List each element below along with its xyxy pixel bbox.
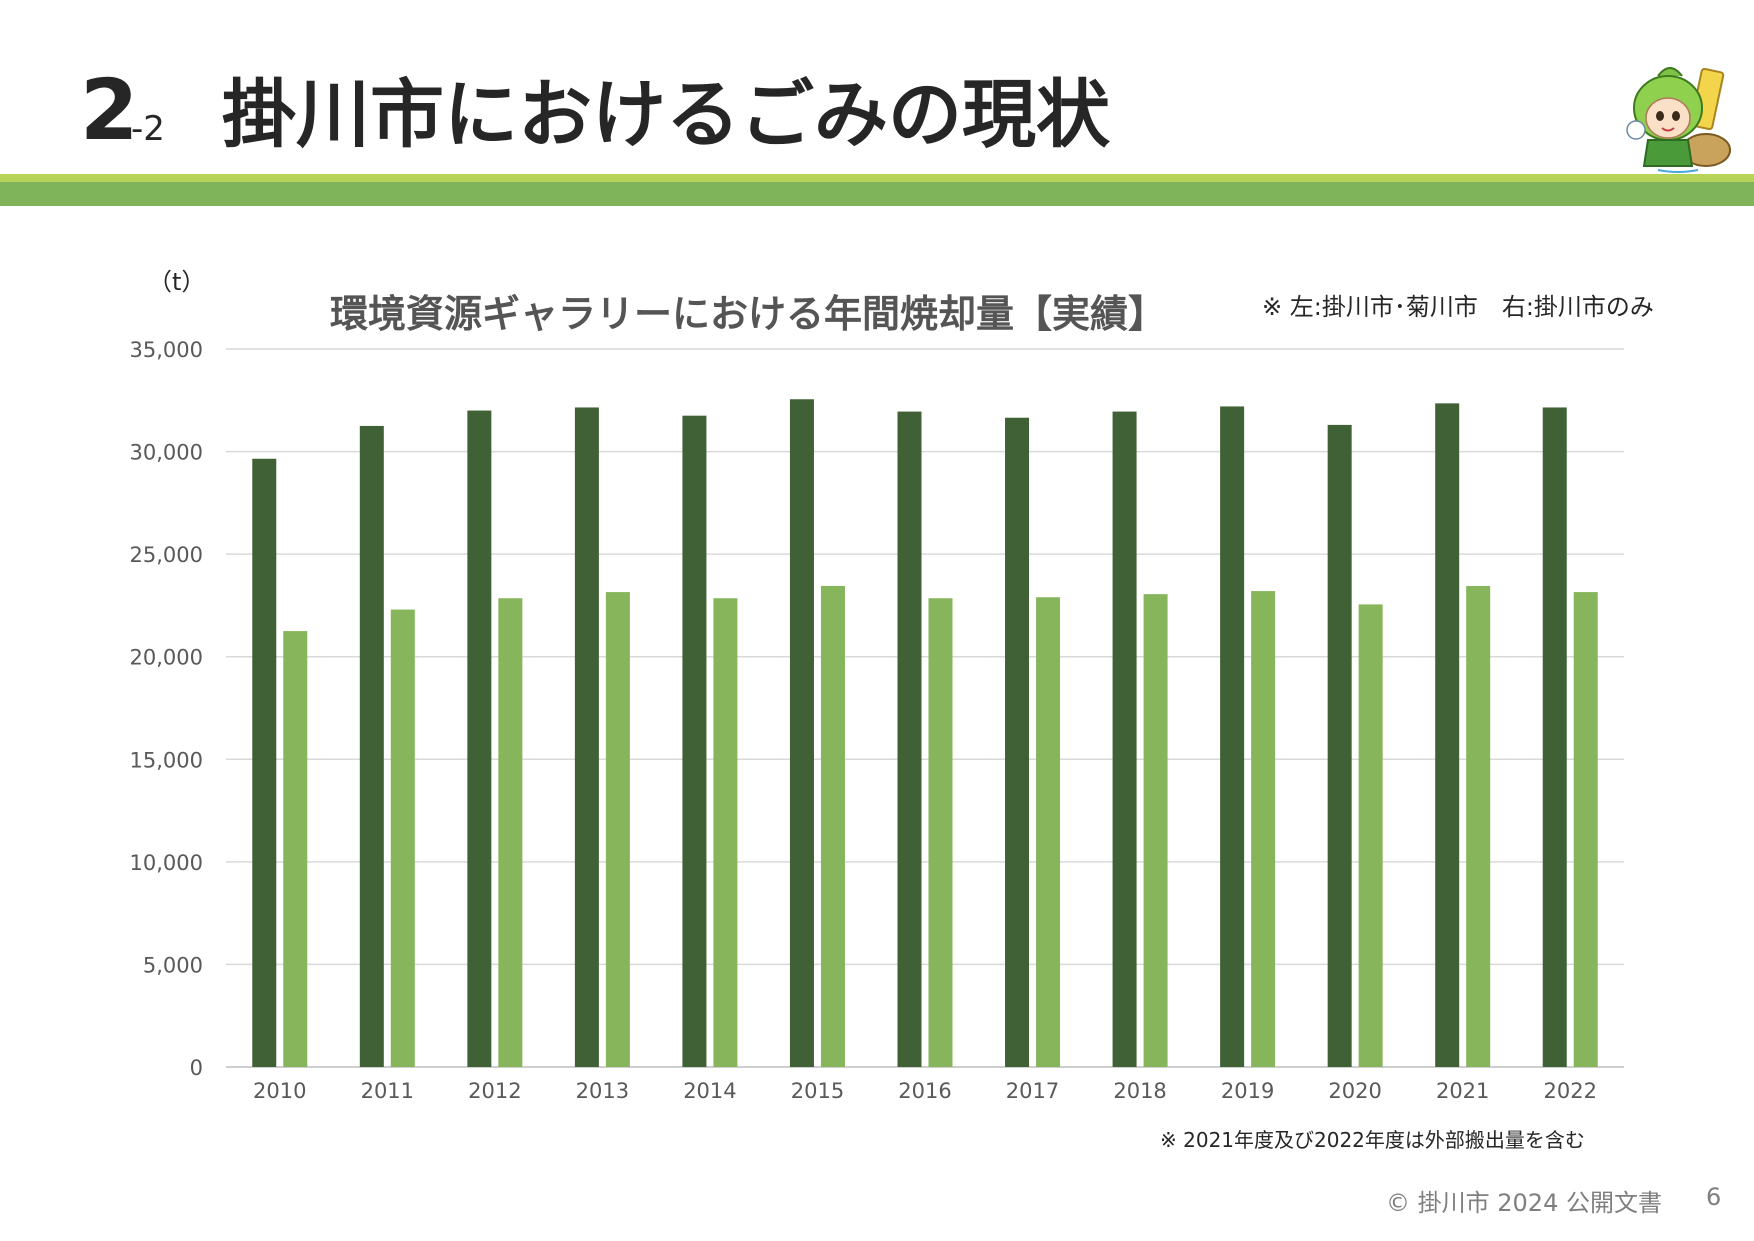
header-band-dark [0,182,1754,206]
chart-footnote: ※ 2021年度及び2022年度は外部搬出量を含む [1160,1128,1585,1152]
bar-kakegawa-kikugawa [1112,411,1137,1067]
bar-kakegawa-kikugawa [1220,406,1245,1067]
y-tick-label: 20,000 [130,646,203,670]
bar-kakegawa-kikugawa [789,399,814,1067]
bar-kakegawa-kikugawa [359,425,384,1067]
bar-kakegawa-kikugawa [467,410,492,1067]
bar-kakegawa-only [820,585,845,1067]
x-tick-label: 2022 [1544,1079,1597,1103]
chart-title: 環境資源ギャラリーにおける年間焼却量【実績】 [330,292,1167,336]
bar-kakegawa-kikugawa [574,407,599,1068]
bar-kakegawa-only [1143,594,1168,1067]
page-number: 6 [1706,1183,1722,1211]
bar-kakegawa-only [1466,585,1491,1067]
x-tick-label: 2015 [791,1079,844,1103]
bar-kakegawa-only [1358,604,1383,1067]
y-tick-label: 25,000 [130,543,203,567]
bar-kakegawa-only [498,598,523,1067]
bar-kakegawa-only [928,598,953,1067]
bar-kakegawa-only [283,631,308,1067]
x-tick-label: 2016 [898,1079,951,1103]
bar-kakegawa-kikugawa [1435,403,1460,1067]
header-band-light [0,174,1754,182]
bar-kakegawa-only [390,609,415,1067]
x-tick-label: 2018 [1113,1079,1166,1103]
copyright-text: © 掛川市 2024 公開文書 [1386,1189,1662,1217]
x-tick-label: 2010 [253,1079,306,1103]
x-tick-label: 2012 [468,1079,521,1103]
section-sub-number: -2 [131,109,165,149]
x-tick-label: 2013 [576,1079,629,1103]
legend-note: ※ 左:掛川市･菊川市 右:掛川市のみ [1262,293,1654,321]
y-tick-label: 10,000 [130,851,203,875]
x-tick-label: 2020 [1328,1079,1381,1103]
bar-kakegawa-only [1573,592,1598,1067]
bar-kakegawa-only [1036,597,1061,1067]
mascot-character-icon [1626,67,1731,173]
y-axis-unit-label: （t） [148,268,206,296]
x-tick-label: 2019 [1221,1079,1274,1103]
bar-kakegawa-kikugawa [897,411,922,1067]
section-number: 2 [80,61,138,159]
y-tick-label: 15,000 [130,748,203,772]
y-tick-label: 0 [190,1056,203,1080]
bar-kakegawa-kikugawa [1005,417,1030,1067]
y-tick-label: 30,000 [130,441,203,465]
bar-kakegawa-only [605,592,630,1067]
bar-kakegawa-kikugawa [252,458,277,1067]
x-tick-label: 2011 [361,1079,414,1103]
y-tick-label: 5,000 [143,953,203,977]
x-tick-label: 2021 [1436,1079,1489,1103]
page-title: 掛川市におけるごみの現状 [222,72,1110,158]
bar-kakegawa-only [713,598,738,1067]
x-tick-label: 2017 [1006,1079,1059,1103]
bar-kakegawa-only [1251,591,1276,1067]
bar-kakegawa-kikugawa [1327,424,1352,1068]
x-tick-label: 2014 [683,1079,736,1103]
bar-kakegawa-kikugawa [682,415,707,1068]
bar-kakegawa-kikugawa [1542,407,1567,1068]
y-tick-label: 35,000 [130,338,203,362]
